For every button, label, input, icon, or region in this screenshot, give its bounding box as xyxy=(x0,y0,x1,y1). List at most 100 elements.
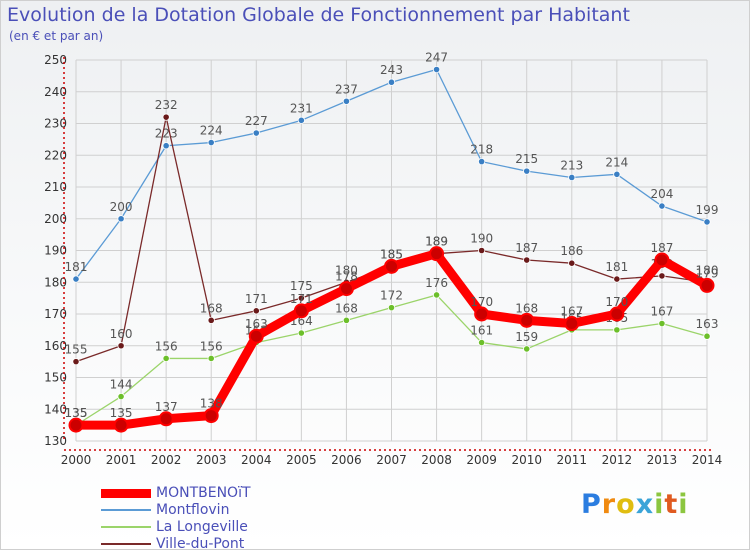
series-1-point xyxy=(387,304,396,312)
series-3-point xyxy=(338,281,354,297)
series-1-data-label: 135 xyxy=(65,406,88,420)
series-3-point xyxy=(158,411,174,427)
series-0-data-label: 204 xyxy=(650,187,673,201)
y-tick-label: 200 xyxy=(44,212,67,226)
x-tick-label: 2004 xyxy=(241,453,272,467)
series-1-data-label: 167 xyxy=(650,305,673,319)
series-0-point xyxy=(342,97,351,105)
series-3-point xyxy=(654,252,670,268)
series-2-point xyxy=(117,342,125,350)
x-tick-label: 2002 xyxy=(151,453,182,467)
series-3-point xyxy=(248,328,264,344)
x-tick-label: 2007 xyxy=(376,453,407,467)
series-3-point xyxy=(474,306,490,322)
y-tick-label: 190 xyxy=(44,244,67,258)
series-2-data-label: 232 xyxy=(155,98,178,112)
series-2-data-label: 180 xyxy=(696,263,719,277)
y-tick-label: 210 xyxy=(44,180,67,194)
series-2-point xyxy=(207,316,215,324)
series-2-data-label: 189 xyxy=(425,235,448,249)
y-tick-label: 180 xyxy=(44,275,67,289)
series-3-data-label: 167 xyxy=(560,305,583,319)
proxiti-logo: Proxiti xyxy=(581,489,689,520)
series-3-data-label: 163 xyxy=(245,317,268,331)
series-0-data-label: 199 xyxy=(696,203,719,217)
series-3-point xyxy=(293,303,309,319)
series-0-point xyxy=(297,116,305,124)
series-2-point xyxy=(568,259,576,267)
x-tick-label: 2011 xyxy=(557,453,588,467)
series-0-point xyxy=(252,129,260,137)
series-3-data-label: 135 xyxy=(65,406,88,420)
series-3-data-label: 168 xyxy=(515,301,538,315)
x-tick-label: 2008 xyxy=(421,453,452,467)
series-1-point xyxy=(162,354,170,363)
series-2-data-label: 171 xyxy=(245,292,268,306)
x-tick-label: 2010 xyxy=(511,453,542,467)
y-tick-label: 230 xyxy=(44,117,67,131)
series-0-point xyxy=(207,138,215,147)
series-3-point xyxy=(564,316,580,332)
series-2-data-label: 185 xyxy=(380,247,403,261)
legend-label: Montflovin xyxy=(156,502,230,518)
series-2-data-label: 190 xyxy=(470,232,493,246)
y-tick-label: 240 xyxy=(44,85,67,99)
series-2-data-label: 181 xyxy=(605,260,628,274)
x-tick-label: 2009 xyxy=(466,453,497,467)
series-1-data-label: 156 xyxy=(155,339,178,353)
series-2-point xyxy=(523,256,531,264)
series-0-point xyxy=(523,167,531,175)
x-tick-label: 2014 xyxy=(692,453,723,467)
series-0-data-label: 200 xyxy=(110,200,133,214)
series-1-point xyxy=(342,316,351,324)
series-2-data-label: 160 xyxy=(110,327,133,341)
series-3-data-label: 185 xyxy=(380,247,403,261)
series-0-point xyxy=(658,202,666,210)
y-tick-label: 170 xyxy=(44,307,67,321)
series-1-point xyxy=(658,319,666,328)
chart-subtitle: (en € et par an) xyxy=(9,29,104,43)
y-tick-label: 160 xyxy=(44,339,67,353)
legend-swatch xyxy=(101,526,151,528)
legend-swatch xyxy=(101,543,151,545)
x-tick-label: 2005 xyxy=(286,453,317,467)
legend-swatch xyxy=(101,488,151,498)
series-3-data-label: 187 xyxy=(650,241,673,255)
series-1-data-label: 163 xyxy=(696,317,719,331)
series-0-point xyxy=(432,65,441,74)
series-2-point xyxy=(72,358,80,366)
series-2-data-label: 186 xyxy=(560,244,583,258)
series-0-point xyxy=(478,158,486,166)
series-0-point xyxy=(387,78,396,86)
y-tick-label: 140 xyxy=(44,402,67,416)
series-3-point xyxy=(429,246,445,262)
series-0-point xyxy=(117,215,125,223)
series-3-point xyxy=(699,277,715,293)
x-tick-label: 2006 xyxy=(331,453,362,467)
series-0-data-label: 247 xyxy=(425,51,448,65)
series-0-data-label: 223 xyxy=(155,127,178,141)
series-3-point xyxy=(203,408,219,424)
series-2-data-label: 168 xyxy=(200,301,223,315)
series-2-point xyxy=(162,113,170,121)
series-2-data-label: 180 xyxy=(335,263,358,277)
series-1-data-label: 168 xyxy=(335,301,358,315)
series-3-data-label: 170 xyxy=(605,295,628,309)
legend-swatch xyxy=(101,509,151,511)
x-tick-label: 2003 xyxy=(196,453,227,467)
x-tick-label: 2012 xyxy=(602,453,633,467)
series-3-data-label: 179 xyxy=(696,266,719,280)
series-1-point xyxy=(613,326,621,334)
series-3-data-label: 138 xyxy=(200,397,223,411)
y-tick-label: 150 xyxy=(44,371,67,385)
series-2-point xyxy=(252,307,260,315)
series-0-point xyxy=(613,170,621,178)
series-2-data-label: 187 xyxy=(515,241,538,255)
series-3-data-label: 135 xyxy=(110,406,133,420)
series-3-point xyxy=(113,417,129,433)
series-1-data-label: 159 xyxy=(515,330,538,344)
series-3-point xyxy=(519,312,535,328)
series-2-point xyxy=(613,275,621,283)
series-1-point xyxy=(478,338,486,347)
x-tick-label: 2013 xyxy=(647,453,678,467)
